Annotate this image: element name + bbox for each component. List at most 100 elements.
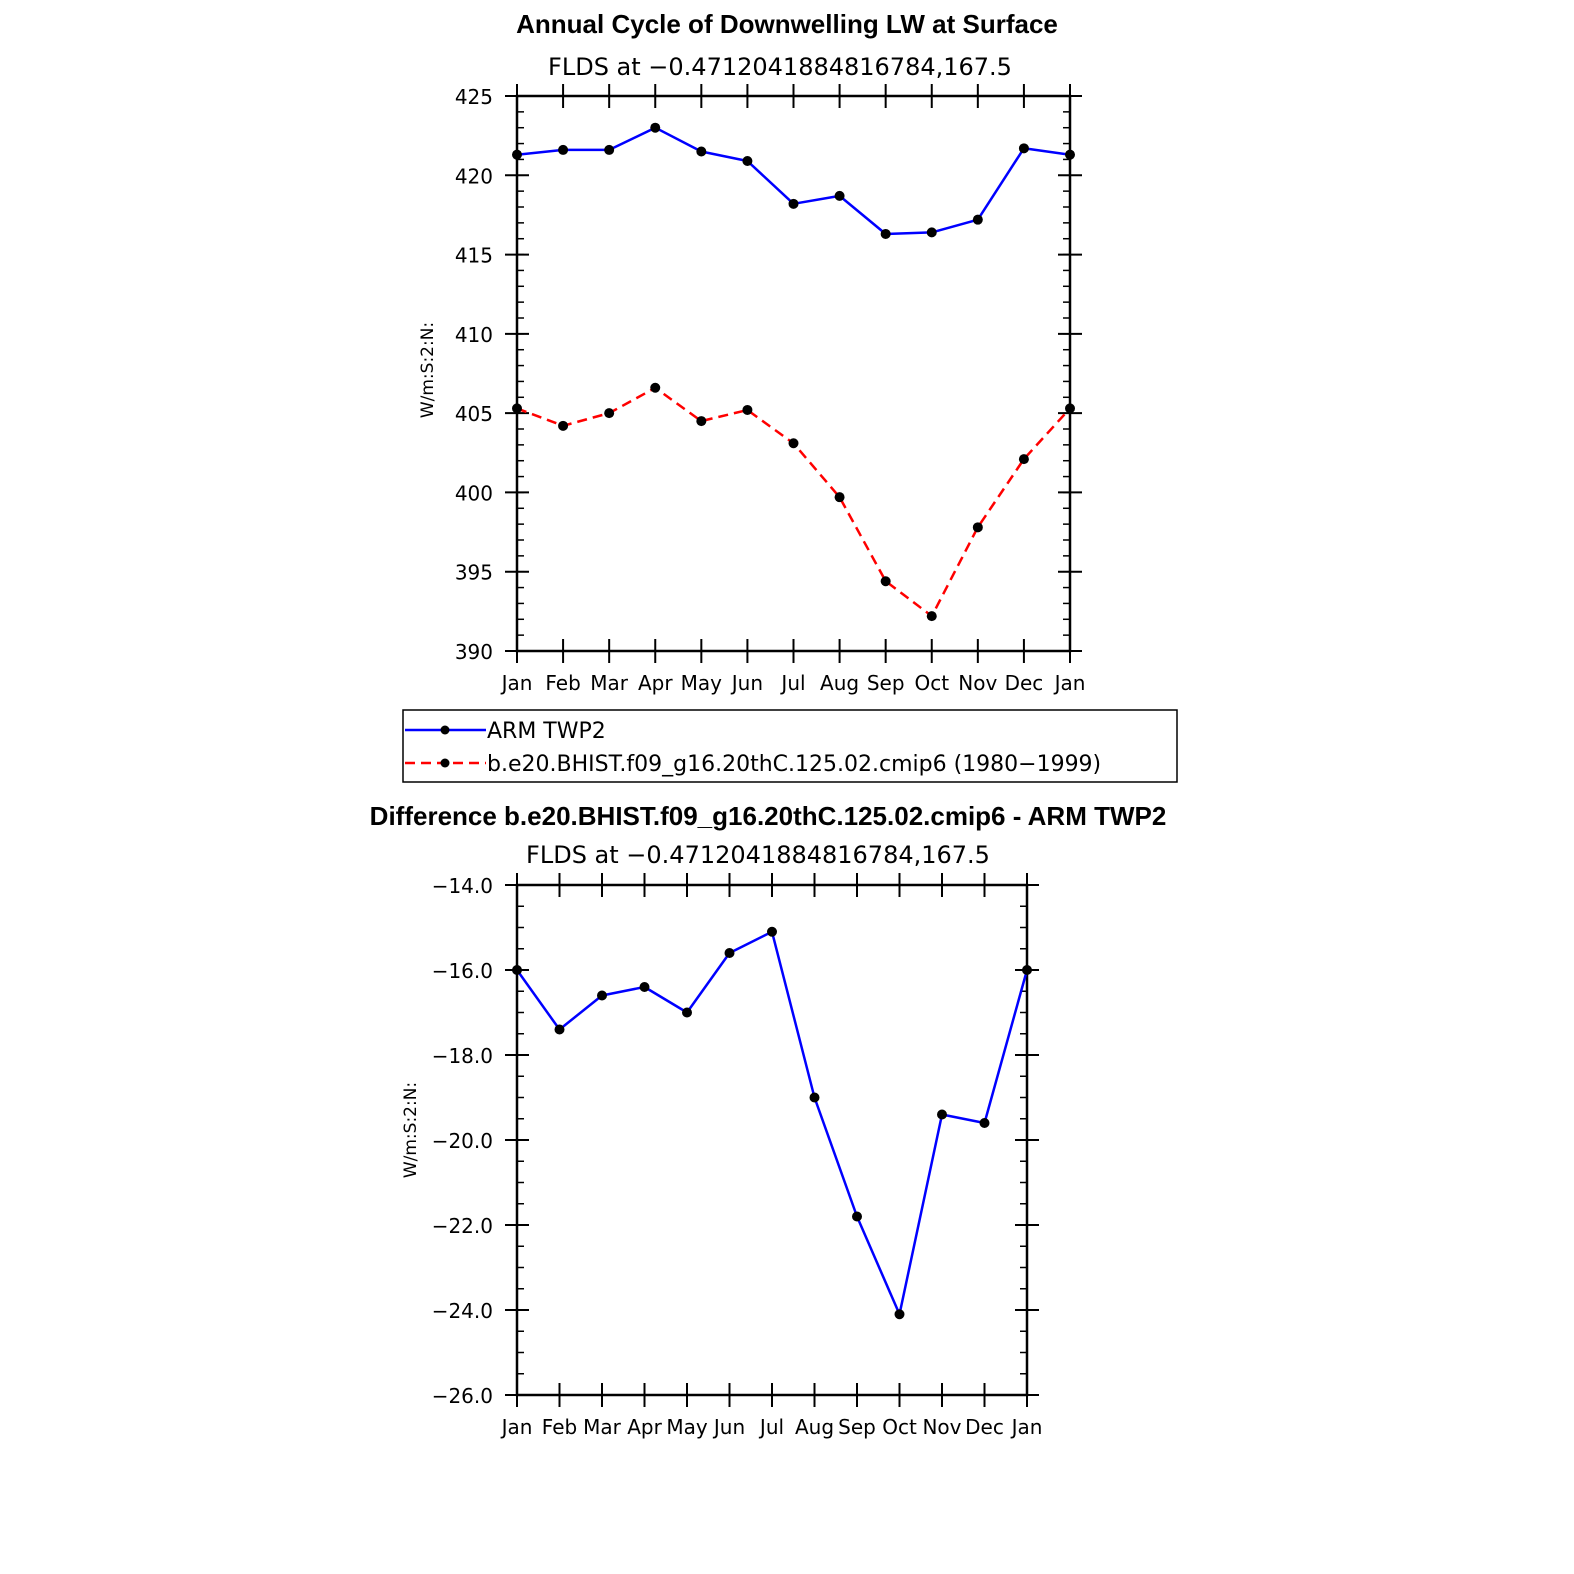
legend-label-arm: ARM TWP2 [487,719,606,744]
y-tick-label: −18.0 [432,1044,493,1068]
data-point [724,948,735,958]
data-point [894,1309,905,1320]
data-point [1022,965,1032,975]
x-tick-label: Mar [590,671,629,695]
x-tick-label: Apr [638,671,673,695]
data-point [650,382,661,393]
y-tick-label: 420 [455,164,493,188]
x-tick-label: Jan [1053,671,1086,695]
series-line [516,126,1071,236]
data-point [880,576,891,587]
y-tick-label: 400 [455,481,493,505]
data-point [639,982,650,992]
data-point [512,149,522,160]
x-tick-label: Feb [542,1415,577,1439]
data-point [742,404,753,415]
data-point [1018,454,1029,465]
x-tick-label: Jan [500,1415,533,1439]
y-tick-label: −16.0 [432,959,493,983]
x-tick-label: Dec [1005,671,1044,695]
x-tick-label: Aug [795,1415,834,1439]
x-tick-label: Jul [779,671,805,695]
x-tick-label: May [666,1415,708,1439]
data-point [696,416,707,427]
data-point [1065,149,1075,160]
plot-frame [515,94,1072,653]
data-point [512,403,522,414]
x-tick-label: Mar [583,1415,622,1439]
chart-title: Annual Cycle of Downwelling LW at Surfac… [516,9,1058,39]
data-point [788,438,799,449]
x-tick-label: Jan [500,671,533,695]
data-point [834,190,845,201]
data-point [742,156,753,167]
x-tick-label: Apr [627,1415,662,1439]
data-point [554,1024,565,1035]
legend-marker-model [440,758,450,768]
data-point [926,611,937,622]
y-tick-label: −14.0 [432,874,493,898]
data-point [937,1109,947,1120]
x-tick-label: Nov [958,671,997,695]
x-tick-label: Oct [914,671,949,695]
y-tick-label: 390 [455,640,493,664]
data-point [834,492,845,503]
series-line [515,930,1029,1316]
plot-area: 390 395 400 405 410 415 420 425 Jan Feb Mar Apr May J… [455,84,1086,695]
data-point [926,227,937,238]
y-tick-label: −24.0 [432,1299,493,1323]
data-point [558,144,569,155]
data-point [512,965,522,975]
legend-box [402,709,1178,783]
x-tick-label: Aug [820,671,859,695]
x-tick-label: Nov [922,1415,961,1439]
series-line [516,386,1071,618]
x-tick-label: Sep [867,671,905,695]
y-axis-label: W/m:S:2:N: [401,1082,421,1178]
data-point [558,420,569,431]
chart-subtitle: FLDS at −0.4712041884816784,167.5 [526,841,990,869]
y-tick-label: −20.0 [432,1129,493,1153]
data-point [650,122,661,133]
y-axis-label: W/m:S:2:N: [418,322,438,418]
data-point [696,146,707,157]
y-tick-label: 395 [455,561,493,585]
data-point [767,926,777,937]
legend-label-model: b.e20.BHIST.f09_g16.20thC.125.02.cmip6 (… [487,752,1101,777]
data-point [1018,143,1029,154]
chart-title: Difference b.e20.BHIST.f09_g16.20thC.125… [370,801,1167,831]
data-point [852,1211,862,1222]
x-tick-label: Oct [882,1415,917,1439]
plot-area: −26.0 −24.0 −22.0 −20.0 −18.0 −16.0 −14.0 Jan Fe… [432,873,1043,1439]
y-tick-label: 410 [455,323,493,347]
data-point [979,1118,990,1128]
x-tick-label: Jun [730,671,763,695]
x-tick-label: Dec [965,1415,1004,1439]
data-point [1065,403,1075,414]
legend-marker-arm [440,725,450,735]
data-point [682,1007,692,1018]
data-point [604,408,615,419]
y-tick-label: 425 [455,85,493,109]
plot-frame [515,883,1029,1397]
y-tick-label: −22.0 [432,1214,493,1238]
x-tick-label: Jun [712,1415,745,1439]
x-tick-label: May [681,671,723,695]
data-point [597,990,607,1001]
x-tick-label: Jul [758,1415,784,1439]
data-point [604,144,615,155]
x-tick-label: Sep [838,1415,876,1439]
x-tick-label: Feb [545,671,580,695]
chart-difference: Difference b.e20.BHIST.f09_g16.20thC.125… [370,801,1167,1439]
data-point [880,228,891,239]
data-point [788,198,799,209]
data-point [972,522,983,533]
x-tick-label: Jan [1010,1415,1043,1439]
y-tick-label: −26.0 [432,1384,493,1408]
y-tick-label: 415 [455,244,493,268]
data-point [972,214,983,225]
legend: ARM TWP2 b.e20.BHIST.f09_g16.20thC.125.0… [402,709,1178,783]
chart-subtitle: FLDS at −0.4712041884816784,167.5 [548,53,1012,81]
y-tick-label: 405 [455,402,493,426]
